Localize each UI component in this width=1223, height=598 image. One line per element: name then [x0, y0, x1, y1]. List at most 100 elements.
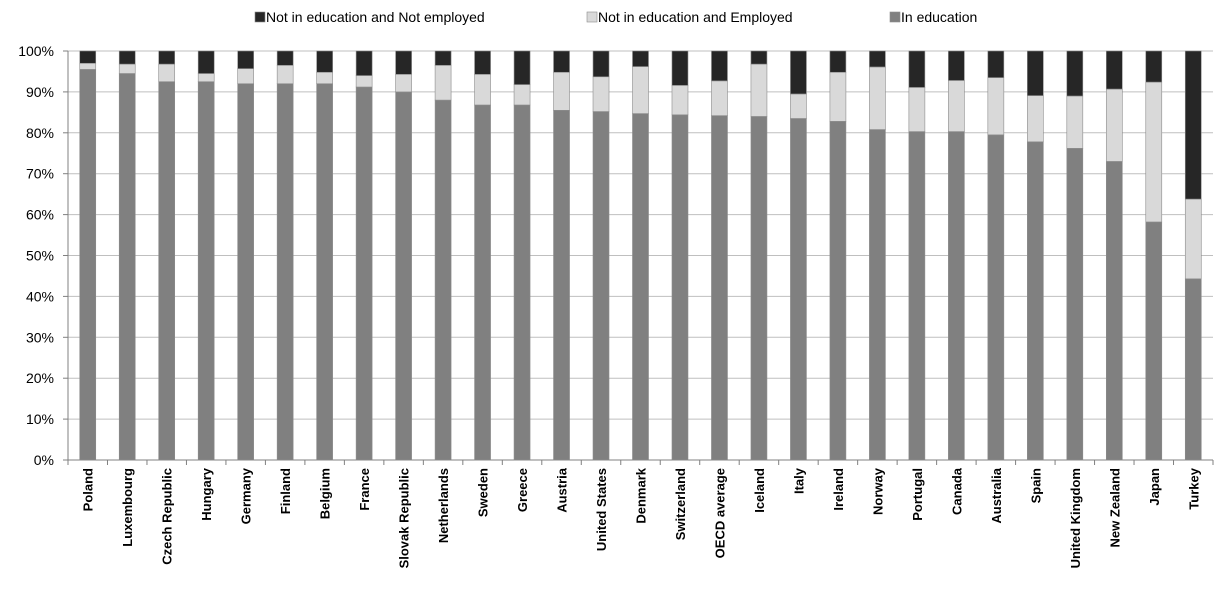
- bar-segment: [948, 50, 965, 81]
- bar-segment: [987, 50, 1005, 78]
- y-tick-label: 100%: [18, 43, 54, 59]
- bar-segment: [987, 77, 1005, 136]
- bar-segment: [355, 86, 373, 461]
- bar-segment: [276, 65, 294, 85]
- bar-segment: [79, 69, 97, 461]
- x-tick-label: Sweden: [476, 468, 491, 517]
- bar-segment: [1184, 50, 1202, 200]
- x-tick-label: Luxembourg: [120, 468, 135, 547]
- bar-segment: [632, 113, 649, 461]
- x-tick-label: Australia: [989, 467, 1004, 523]
- bar-segment: [790, 118, 807, 461]
- bar-segment: [1105, 50, 1123, 90]
- bar-segment: [711, 80, 728, 116]
- x-tick-label: Finland: [278, 468, 293, 514]
- bar-segment: [316, 83, 333, 461]
- legend-swatch: [254, 11, 266, 23]
- bar-segment: [632, 66, 649, 114]
- x-tick-label: Belgium: [318, 468, 333, 519]
- bar-segment: [829, 121, 847, 461]
- bar-segment: [829, 71, 847, 122]
- x-tick-label: OECD average: [712, 468, 727, 558]
- x-tick-label: Czech Republic: [160, 468, 175, 565]
- bar-segment: [987, 134, 1005, 461]
- bar-segment: [711, 50, 728, 82]
- bar-segment: [513, 50, 531, 85]
- bar-segment: [1105, 161, 1123, 461]
- bar-segment: [474, 74, 491, 106]
- bar-segment: [553, 71, 570, 111]
- bar-segment: [750, 116, 768, 461]
- bar-segment: [434, 99, 452, 461]
- x-tick-label: France: [357, 468, 372, 511]
- bar-segment: [1027, 141, 1044, 461]
- x-tick-label: Italy: [791, 467, 806, 494]
- x-tick-label: United States: [594, 468, 609, 551]
- legend-swatch: [586, 11, 598, 23]
- bar-segment: [355, 50, 373, 76]
- x-tick-label: Norway: [870, 467, 885, 515]
- bar-segment: [355, 75, 373, 88]
- bar-segment: [79, 50, 97, 64]
- bar-segment: [434, 65, 452, 101]
- y-tick-label: 50%: [26, 248, 54, 264]
- x-tick-label: Japan: [1147, 468, 1162, 506]
- bar-segment: [316, 71, 333, 85]
- x-tick-label: Spain: [1028, 468, 1043, 503]
- bar-segment: [158, 50, 176, 65]
- x-tick-label: Denmark: [634, 467, 649, 523]
- bar-segment: [671, 50, 689, 86]
- bar-segment: [474, 50, 491, 75]
- bar-segment: [1145, 81, 1163, 223]
- bar-segment: [1027, 50, 1044, 96]
- bar-segment: [276, 83, 294, 461]
- bar-segment: [118, 50, 136, 65]
- bar-segment: [671, 114, 689, 461]
- x-tick-label: Portugal: [910, 468, 925, 521]
- bar-segment: [118, 73, 136, 461]
- bar-segment: [1066, 50, 1084, 97]
- bar-segment: [790, 50, 807, 95]
- bar-segment: [711, 115, 728, 461]
- bar-segment: [197, 81, 215, 461]
- bar-segment: [237, 50, 254, 69]
- bar-segment: [79, 62, 97, 70]
- bar-segment: [908, 50, 926, 88]
- x-tick-label: Greece: [515, 468, 530, 512]
- legend-label: In education: [901, 9, 977, 25]
- y-tick-label: 80%: [26, 125, 54, 141]
- bar-segment: [316, 50, 333, 73]
- x-tick-label: Germany: [239, 467, 254, 524]
- x-tick-label: Canada: [949, 467, 964, 515]
- bar-segment: [118, 63, 136, 74]
- y-tick-label: 30%: [26, 329, 54, 345]
- bar-segment: [553, 110, 570, 461]
- x-tick-label: Ireland: [831, 468, 846, 511]
- bar-segment: [197, 73, 215, 82]
- x-tick-label: Iceland: [752, 468, 767, 513]
- bar-segment: [671, 85, 689, 116]
- bar-segment: [948, 80, 965, 132]
- y-tick-label: 0%: [34, 452, 54, 468]
- y-tick-label: 90%: [26, 84, 54, 100]
- bar-segment: [1145, 221, 1163, 461]
- bar-segment: [474, 104, 491, 461]
- y-tick-label: 40%: [26, 288, 54, 304]
- bar-segment: [237, 68, 254, 85]
- bar-segment: [395, 50, 412, 75]
- bar-segment: [869, 66, 886, 130]
- x-tick-label: Switzerland: [673, 468, 688, 540]
- bar-segment: [1184, 278, 1202, 461]
- bar-segment: [237, 83, 254, 461]
- bar-segment: [1184, 198, 1202, 280]
- bar-segment: [395, 74, 412, 93]
- y-tick-label: 60%: [26, 207, 54, 223]
- bar-segment: [1145, 50, 1163, 83]
- bar-segment: [1066, 95, 1084, 149]
- legend-label: Not in education and Not employed: [266, 9, 485, 25]
- x-tick-label: Slovak Republic: [397, 468, 412, 568]
- bar-segment: [513, 84, 531, 106]
- bar-segment: [553, 50, 570, 73]
- legend-label: Not in education and Employed: [598, 9, 793, 25]
